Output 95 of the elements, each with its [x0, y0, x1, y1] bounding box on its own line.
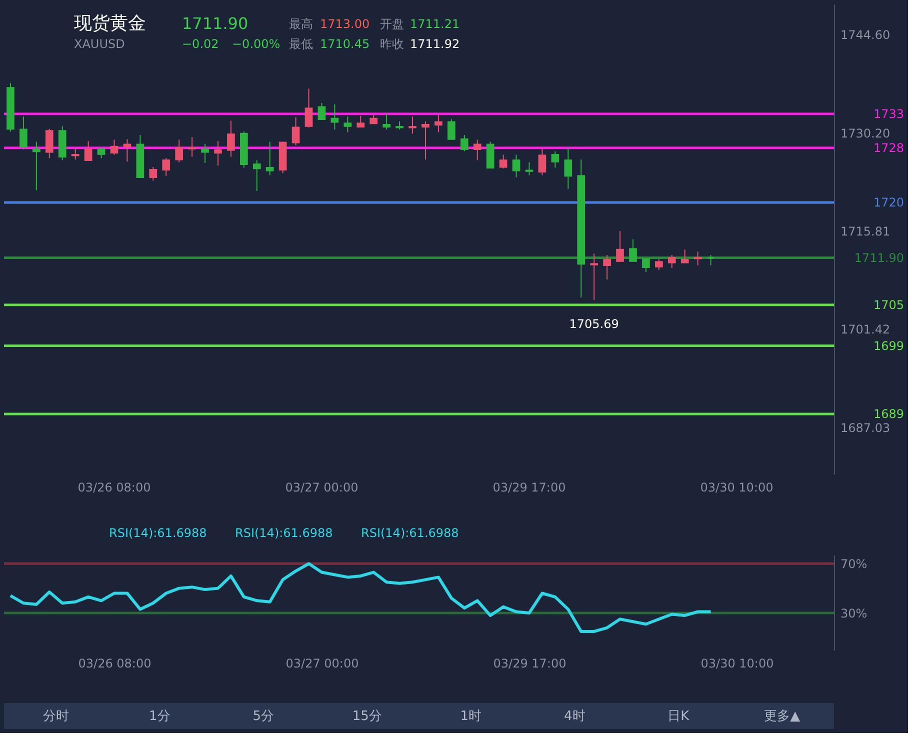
x-tick-label: 03/27 00:00 [286, 656, 359, 670]
x-tick-label: 03/30 10:00 [700, 656, 774, 670]
annotation: 1710.45 [320, 37, 370, 51]
annotation: 昨收 [380, 37, 404, 51]
candlestick [214, 140, 222, 166]
candlestick [201, 143, 209, 164]
candlestick [330, 104, 339, 130]
annotation: 最高 [289, 17, 313, 31]
text: 1时 [460, 709, 482, 724]
candlestick [473, 139, 482, 161]
candlestick [356, 115, 365, 128]
candlestick [266, 141, 274, 176]
x-tick-label: 03/26 08:00 [78, 656, 152, 670]
candlestick [32, 141, 40, 191]
candlestick [603, 254, 611, 280]
candlestick [447, 118, 456, 140]
candlestick [382, 113, 391, 130]
text: 15分 [352, 709, 382, 724]
y-tick-label: 30% [840, 606, 868, 620]
candlestick [434, 114, 442, 133]
annotation: 1713.00 [320, 17, 370, 31]
x-tick-label: 03/26 08:00 [78, 480, 151, 494]
x-tick-label: 03/29 17:00 [492, 480, 566, 494]
text: 日K [668, 709, 690, 724]
annotation: 1711.21 [410, 17, 460, 31]
candlestick [408, 116, 416, 134]
y-tick-label: 1715.81 [840, 224, 890, 239]
candlestick [680, 249, 689, 264]
candlestick [71, 147, 80, 160]
candlestick [175, 139, 184, 163]
candlestick [668, 254, 676, 268]
y-tick-label: 70% [840, 557, 868, 572]
candlestick [20, 116, 28, 150]
ref-line-label: 1705 [873, 298, 904, 312]
x-tick-label: 03/27 00:00 [285, 480, 358, 494]
candlestick [694, 251, 702, 266]
text: XAUUSD [74, 37, 125, 51]
candlestick [564, 147, 572, 190]
candlestick [590, 253, 598, 301]
y-tick-label: 1744.60 [840, 28, 890, 42]
annotation: −0.02 [182, 37, 219, 51]
candlestick [304, 88, 313, 128]
candlestick [616, 230, 624, 262]
ref-line-label: 1689 [873, 406, 904, 421]
text: RSI(14):61.6988 [109, 526, 207, 540]
text: RSI(14):61.6988 [361, 526, 459, 540]
candlestick [538, 147, 546, 176]
candlestick [162, 158, 170, 176]
text: 1分 [148, 709, 170, 724]
candlestick [188, 136, 196, 158]
annotation: 1711.90 [182, 14, 248, 33]
candlestick [252, 160, 261, 192]
annotation: 开盘 [380, 17, 404, 31]
text: 现货黄金 [74, 13, 146, 34]
ref-line-label: 1733 [873, 106, 904, 121]
text: RSI(14):61.6988 [235, 526, 333, 540]
candlestick [706, 254, 715, 266]
candlestick [486, 141, 494, 168]
candlestick [149, 166, 158, 182]
annotation: 1705.69 [569, 317, 619, 332]
candlestick [460, 134, 468, 152]
candlestick [110, 139, 118, 156]
candlestick [318, 102, 326, 120]
text: 5分 [252, 709, 274, 724]
y-tick-label: 1687.03 [840, 420, 890, 435]
x-tick-label: 03/29 17:00 [493, 656, 566, 670]
candlestick [642, 258, 650, 273]
candlestick [97, 147, 106, 159]
x-tick-label: 03/30 10:00 [700, 480, 774, 494]
candlestick [525, 162, 534, 176]
ref-line-label: 1699 [873, 338, 904, 353]
candlestick [551, 150, 560, 168]
candlestick [512, 154, 520, 178]
candlestick [84, 140, 92, 161]
candlestick [344, 116, 352, 133]
annotation: 1711.92 [410, 37, 460, 51]
candlestick [629, 238, 637, 262]
ref-line-label: 1720 [873, 196, 904, 210]
candlestick [654, 258, 663, 271]
text: 更多▲ [764, 709, 800, 724]
y-tick-label: 1701.42 [840, 322, 890, 337]
line-series [8, 562, 712, 633]
y-tick-label: 1730.20 [840, 126, 890, 140]
candlestick [499, 154, 508, 169]
candlestick [123, 138, 132, 162]
text: 分时 [42, 709, 69, 724]
candlestick [292, 116, 300, 146]
ref-line-label: 1728 [873, 140, 904, 155]
candlestick [45, 128, 54, 159]
candlestick [227, 120, 235, 158]
annotation: 最低 [289, 37, 313, 51]
ref-line-label: 1711.90 [854, 250, 904, 265]
candlestick [422, 120, 430, 160]
text: 4时 [564, 709, 586, 724]
annotation: −0.00% [232, 37, 280, 51]
